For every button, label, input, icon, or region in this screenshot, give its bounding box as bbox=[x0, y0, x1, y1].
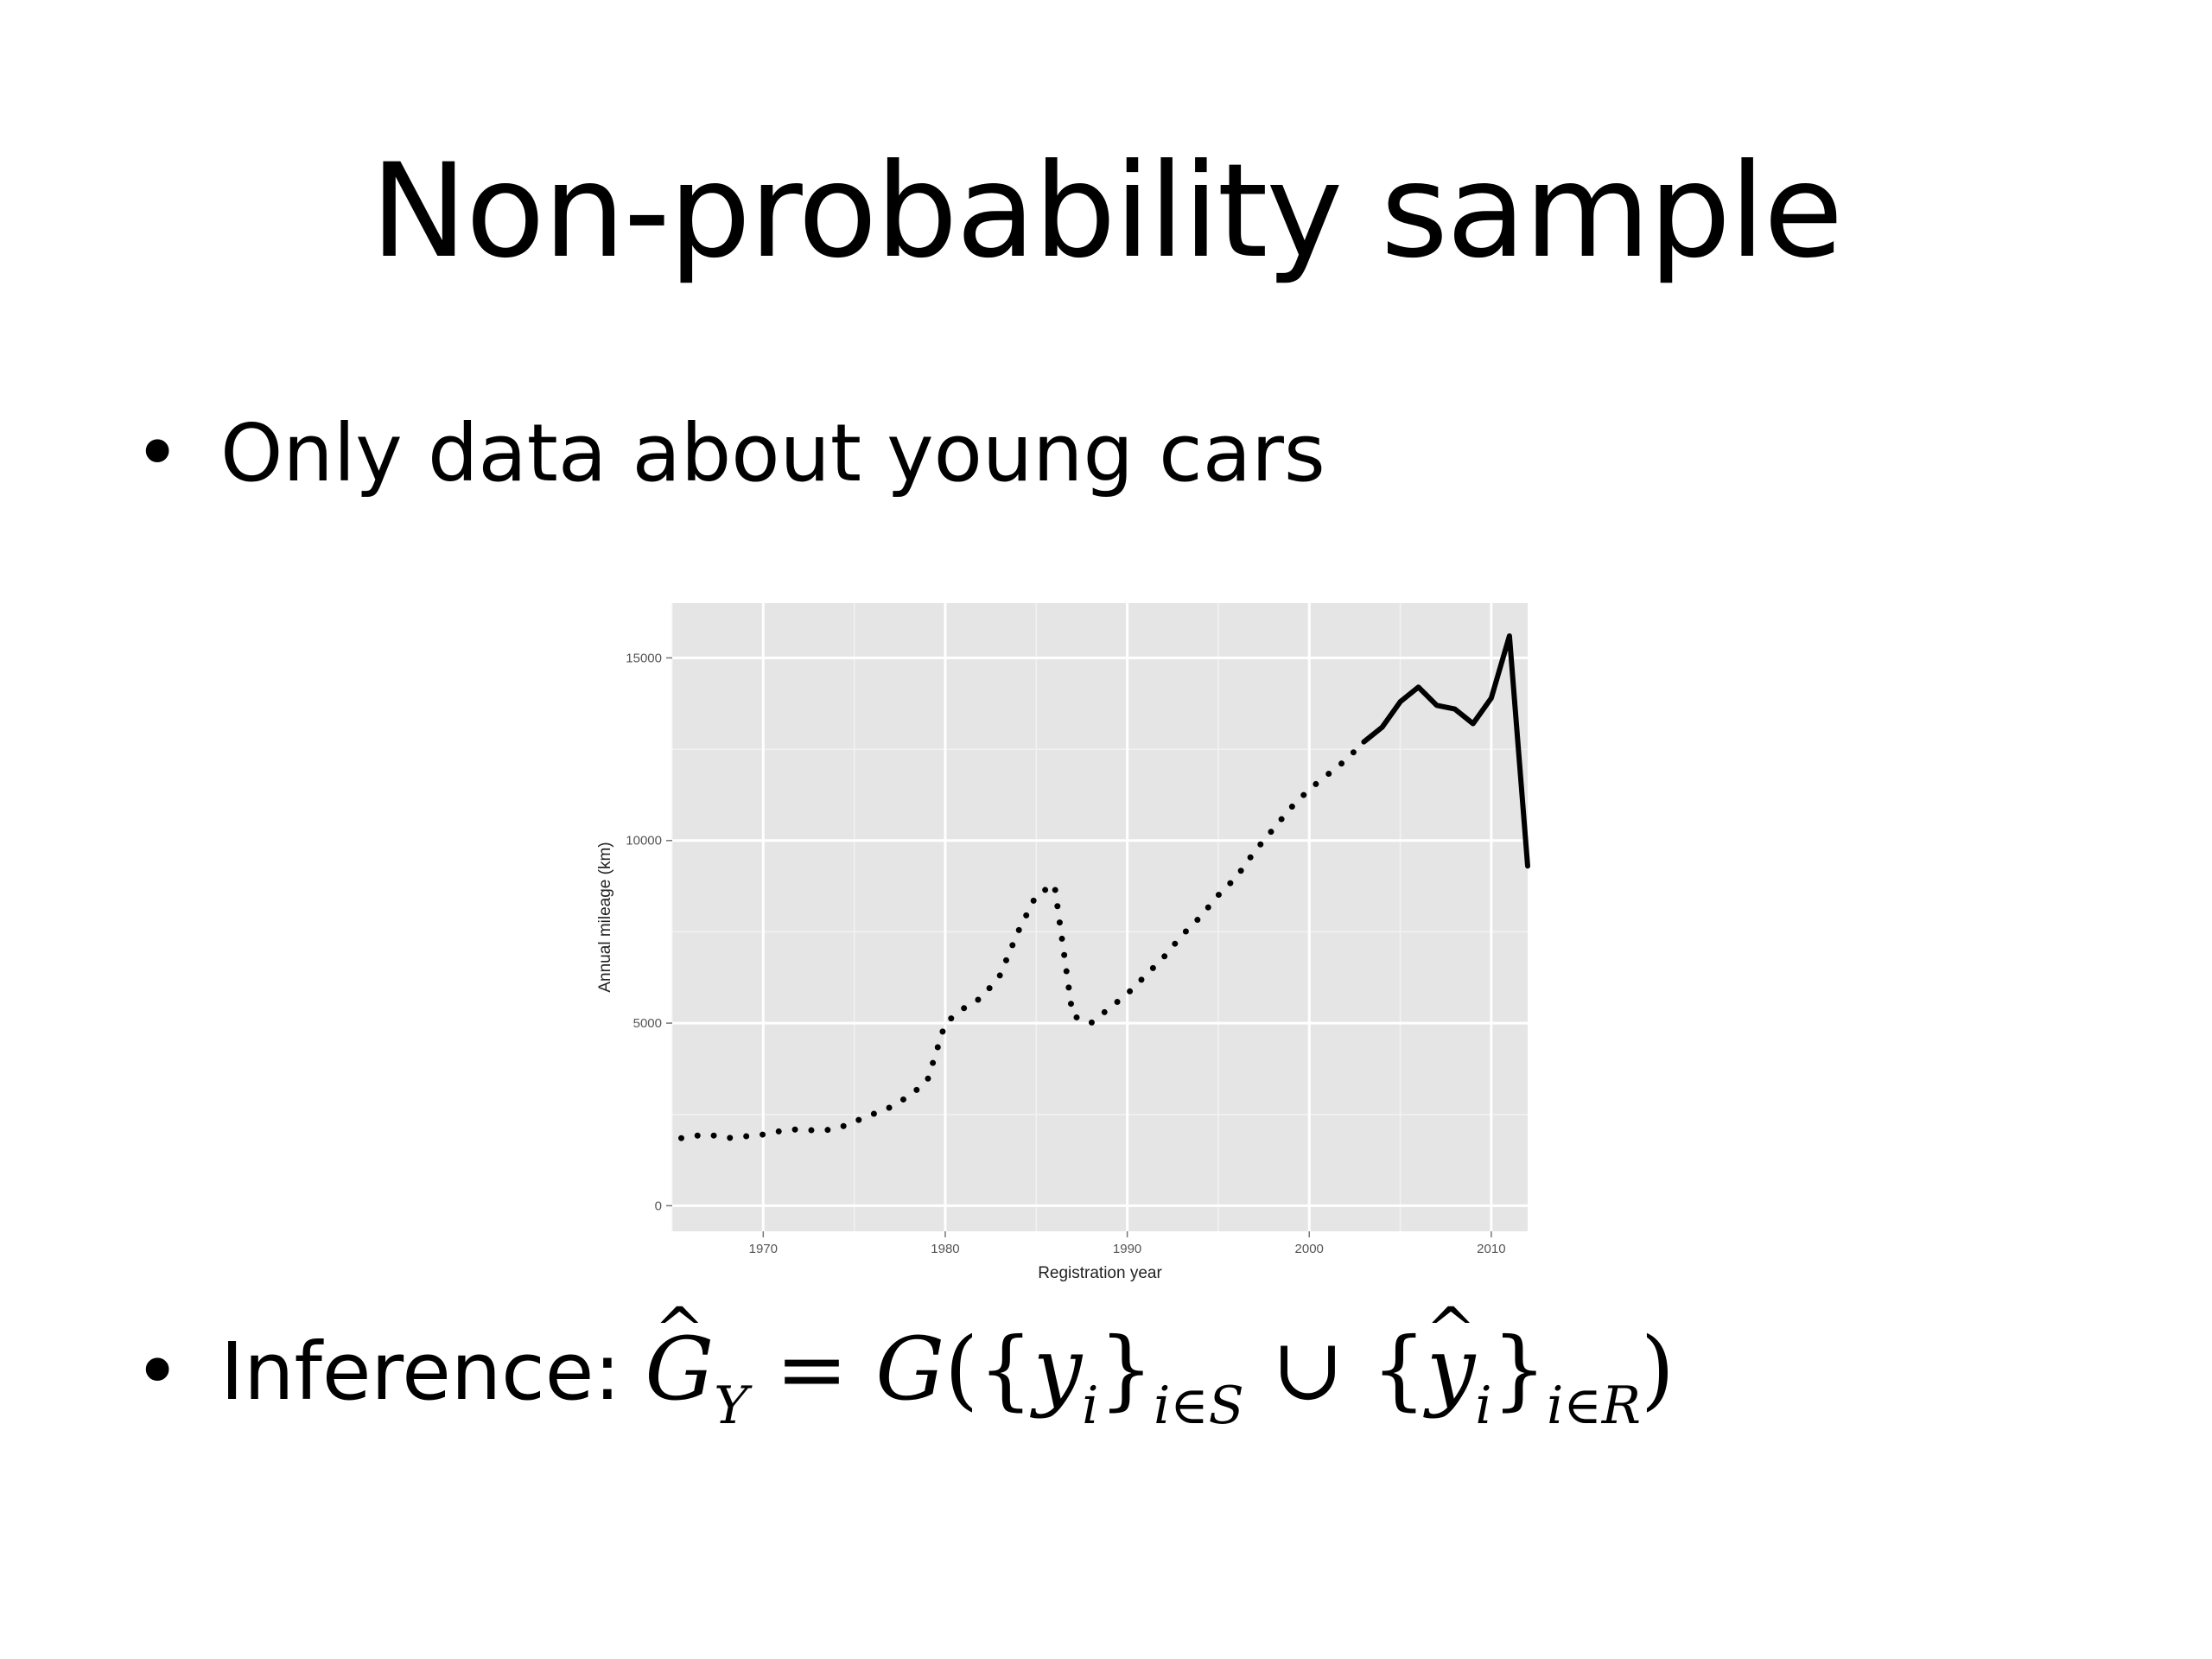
formula-lhs: G bbox=[645, 1322, 714, 1417]
bullet-marker: • bbox=[134, 407, 181, 499]
formula-lhs-sub: Y bbox=[714, 1376, 748, 1436]
bullet-text: Inference: bbox=[220, 1325, 621, 1418]
y-tick-label: 0 bbox=[655, 1198, 662, 1213]
y-tick-label: 10000 bbox=[626, 834, 662, 849]
formula-union: ∪ bbox=[1271, 1319, 1344, 1420]
y-tick-label: 15000 bbox=[626, 651, 662, 665]
formula-y1-sub: i bbox=[1082, 1376, 1099, 1436]
x-tick-label: 1980 bbox=[931, 1242, 959, 1256]
formula-y2: y bbox=[1427, 1322, 1476, 1417]
formula-open: ({ bbox=[944, 1319, 1033, 1420]
x-tick-label: 1990 bbox=[1113, 1242, 1141, 1256]
formula-equals: = bbox=[775, 1319, 849, 1420]
formula-close2: } bbox=[1491, 1319, 1548, 1420]
y-tick-label: 5000 bbox=[633, 1016, 662, 1031]
formula-end: ) bbox=[1640, 1319, 1675, 1420]
formula-function: G bbox=[875, 1319, 945, 1420]
formula-y2-sub: i bbox=[1475, 1376, 1492, 1436]
formula-set2-sub: i∈R bbox=[1547, 1376, 1641, 1436]
bullet-text: Only data about young cars bbox=[220, 407, 1325, 499]
series-line-dotted bbox=[678, 739, 1367, 1141]
formula-set1-sub: i∈S bbox=[1154, 1376, 1244, 1436]
bullet-item: • Inference: GY = G({yi}i∈S ∪ {yi}i∈R) bbox=[134, 1322, 1675, 1453]
slide-title: Non-probability sample bbox=[370, 137, 1844, 287]
x-tick-label: 2010 bbox=[1477, 1242, 1505, 1256]
x-axis-label: Registration year bbox=[1038, 1264, 1162, 1282]
y-axis-label: Annual mileage (km) bbox=[596, 842, 614, 992]
formula-open2: { bbox=[1371, 1319, 1427, 1420]
formula-close1: } bbox=[1098, 1319, 1154, 1420]
x-tick-label: 1970 bbox=[749, 1242, 778, 1256]
bullet-marker: • bbox=[134, 1325, 181, 1418]
x-tick-label: 2000 bbox=[1295, 1242, 1324, 1256]
series-line-solid bbox=[1361, 633, 1530, 869]
inference-formula: GY = G({yi}i∈S ∪ {yi}i∈R) bbox=[645, 1322, 1675, 1453]
bullet-item: • Only data about young cars bbox=[134, 406, 1325, 501]
plot-panel bbox=[672, 603, 1528, 1231]
formula-y1: y bbox=[1033, 1319, 1083, 1420]
